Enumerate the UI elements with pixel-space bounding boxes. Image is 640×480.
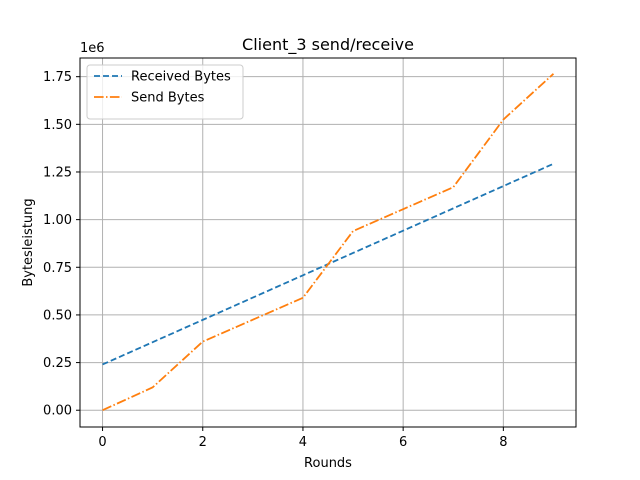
y-tick-label: 1.75: [43, 70, 72, 85]
y-tick-label: 0.75: [43, 261, 72, 276]
chart-title: Client_3 send/receive: [242, 35, 414, 55]
series-line-send-bytes: [102, 73, 555, 412]
y-tick-label: 1.25: [43, 165, 72, 180]
x-tick-label: 4: [299, 435, 307, 450]
axis-ticks: 0 2 4 6 8 0.00 0.25 0.50 0.75 1.00 1.25 1.50 1.75: [43, 70, 507, 450]
x-tick-label: 0: [98, 435, 106, 450]
legend-label: Send Bytes: [131, 91, 205, 106]
y-tick-label: 1.00: [43, 213, 72, 228]
legend-box: [86, 64, 244, 120]
legend: Received Bytes Send Bytes: [86, 64, 244, 120]
grid: [80, 58, 576, 427]
legend-label: Received Bytes: [131, 70, 231, 85]
y-tick-label: 0.50: [43, 308, 72, 323]
plot-frame: [79, 57, 577, 428]
y-tick-label: 0.25: [43, 356, 72, 371]
x-tick-label: 8: [499, 435, 507, 450]
y-tick-label: 1.50: [43, 118, 72, 133]
x-tick-label: 2: [199, 435, 207, 450]
x-tick-label: 6: [399, 435, 407, 450]
y-axis-label: Bytesleistung: [21, 198, 36, 286]
y-tick-label: 0.00: [43, 404, 72, 419]
series-lines: [102, 73, 555, 412]
x-axis-label: Rounds: [304, 456, 352, 471]
y-offset-label: 1e6: [80, 41, 105, 56]
